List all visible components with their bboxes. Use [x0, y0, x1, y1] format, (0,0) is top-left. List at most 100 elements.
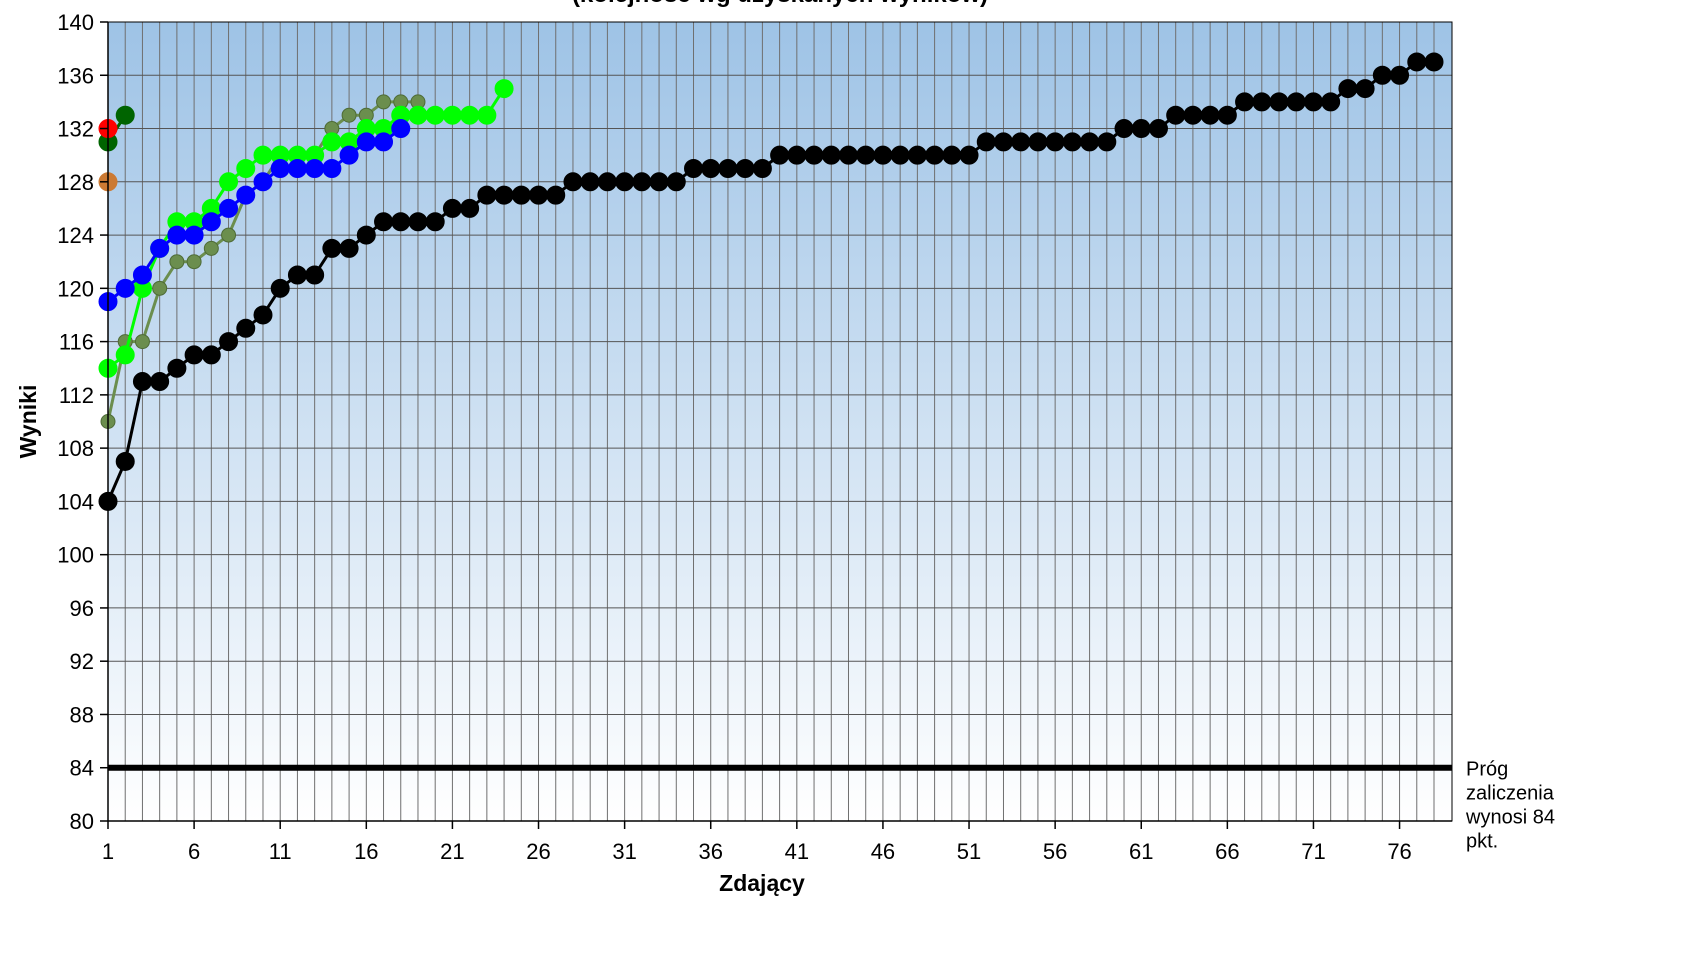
data-point: [356, 225, 376, 245]
data-point: [167, 225, 187, 245]
data-point: [511, 185, 531, 205]
data-point: [632, 172, 652, 192]
data-point: [1303, 92, 1323, 112]
data-point: [1045, 132, 1065, 152]
data-point: [169, 254, 185, 270]
x-tick-label: 66: [1215, 839, 1239, 864]
x-tick-label: 26: [526, 839, 550, 864]
data-point: [201, 345, 221, 365]
x-tick-label: 76: [1387, 839, 1411, 864]
data-point: [270, 158, 290, 178]
x-tick-label: 21: [440, 839, 464, 864]
x-tick-label: 16: [354, 839, 378, 864]
data-point: [1028, 132, 1048, 152]
y-tick-label: 112: [59, 383, 94, 408]
series-3: [98, 119, 411, 312]
data-point: [460, 198, 480, 218]
data-point: [305, 158, 325, 178]
data-point: [253, 145, 273, 165]
data-point: [374, 132, 394, 152]
y-tick-label: 116: [59, 330, 94, 355]
data-point: [184, 225, 204, 245]
data-point: [718, 158, 738, 178]
data-point: [115, 278, 135, 298]
data-point: [376, 94, 392, 110]
data-point: [425, 105, 445, 125]
data-point: [546, 185, 566, 205]
data-point: [132, 372, 152, 392]
data-point: [1321, 92, 1341, 112]
data-point: [890, 145, 910, 165]
data-point: [563, 172, 583, 192]
series-0: [98, 52, 1444, 511]
y-tick-label: 136: [57, 63, 94, 88]
data-point: [322, 238, 342, 258]
data-point: [1217, 105, 1237, 125]
data-point: [184, 345, 204, 365]
x-tick-label: 1: [102, 839, 114, 864]
x-tick-label: 56: [1043, 839, 1067, 864]
data-point: [477, 185, 497, 205]
y-tick-label: 84: [70, 756, 94, 781]
data-point: [219, 332, 239, 352]
data-point: [907, 145, 927, 165]
data-point: [219, 198, 239, 218]
y-tick-label: 140: [57, 10, 94, 35]
data-point: [201, 212, 221, 232]
data-point: [203, 240, 219, 256]
data-point: [356, 132, 376, 152]
data-point: [993, 132, 1013, 152]
x-tick-label: 11: [269, 839, 292, 864]
data-point: [1080, 132, 1100, 152]
x-tick-label: 31: [612, 839, 636, 864]
data-point: [1097, 132, 1117, 152]
y-tick-label: 92: [70, 649, 94, 674]
data-point: [132, 265, 152, 285]
data-point: [270, 278, 290, 298]
data-point: [701, 158, 721, 178]
data-point: [1286, 92, 1306, 112]
y-tick-label: 108: [57, 436, 94, 461]
y-tick-label: 104: [57, 489, 94, 514]
data-point: [152, 280, 168, 296]
data-point: [339, 145, 359, 165]
data-point: [1148, 119, 1168, 139]
data-point: [1200, 105, 1220, 125]
data-point: [580, 172, 600, 192]
axis-layer: 8084889296100104108112116120124128132136…: [57, 10, 1453, 864]
x-tick-label: 71: [1301, 839, 1325, 864]
data-point: [305, 265, 325, 285]
data-point: [666, 172, 686, 192]
data-point: [1338, 79, 1358, 99]
data-point: [442, 105, 462, 125]
data-point: [649, 172, 669, 192]
data-point: [150, 372, 170, 392]
data-point: [1166, 105, 1186, 125]
data-point: [1269, 92, 1289, 112]
y-tick-label: 120: [57, 276, 94, 301]
x-tick-label: 6: [188, 839, 200, 864]
threshold-label-line: zaliczenia: [1466, 783, 1555, 805]
data-point: [115, 451, 135, 471]
data-point: [1062, 132, 1082, 152]
data-point: [221, 227, 237, 243]
data-point: [529, 185, 549, 205]
data-point: [219, 172, 239, 192]
data-point: [134, 334, 150, 350]
threshold-label: Próg zaliczenia wynosi 84 pkt.: [1465, 759, 1555, 853]
data-point: [1011, 132, 1031, 152]
data-point: [925, 145, 945, 165]
y-tick-label: 96: [70, 596, 94, 621]
data-point: [391, 212, 411, 232]
threshold-label-line: pkt.: [1466, 831, 1498, 853]
data-point: [804, 145, 824, 165]
data-point: [287, 265, 307, 285]
data-point: [856, 145, 876, 165]
data-point: [408, 212, 428, 232]
data-point: [425, 212, 445, 232]
data-point: [942, 145, 962, 165]
data-point: [374, 212, 394, 232]
data-point: [787, 145, 807, 165]
data-point: [821, 145, 841, 165]
